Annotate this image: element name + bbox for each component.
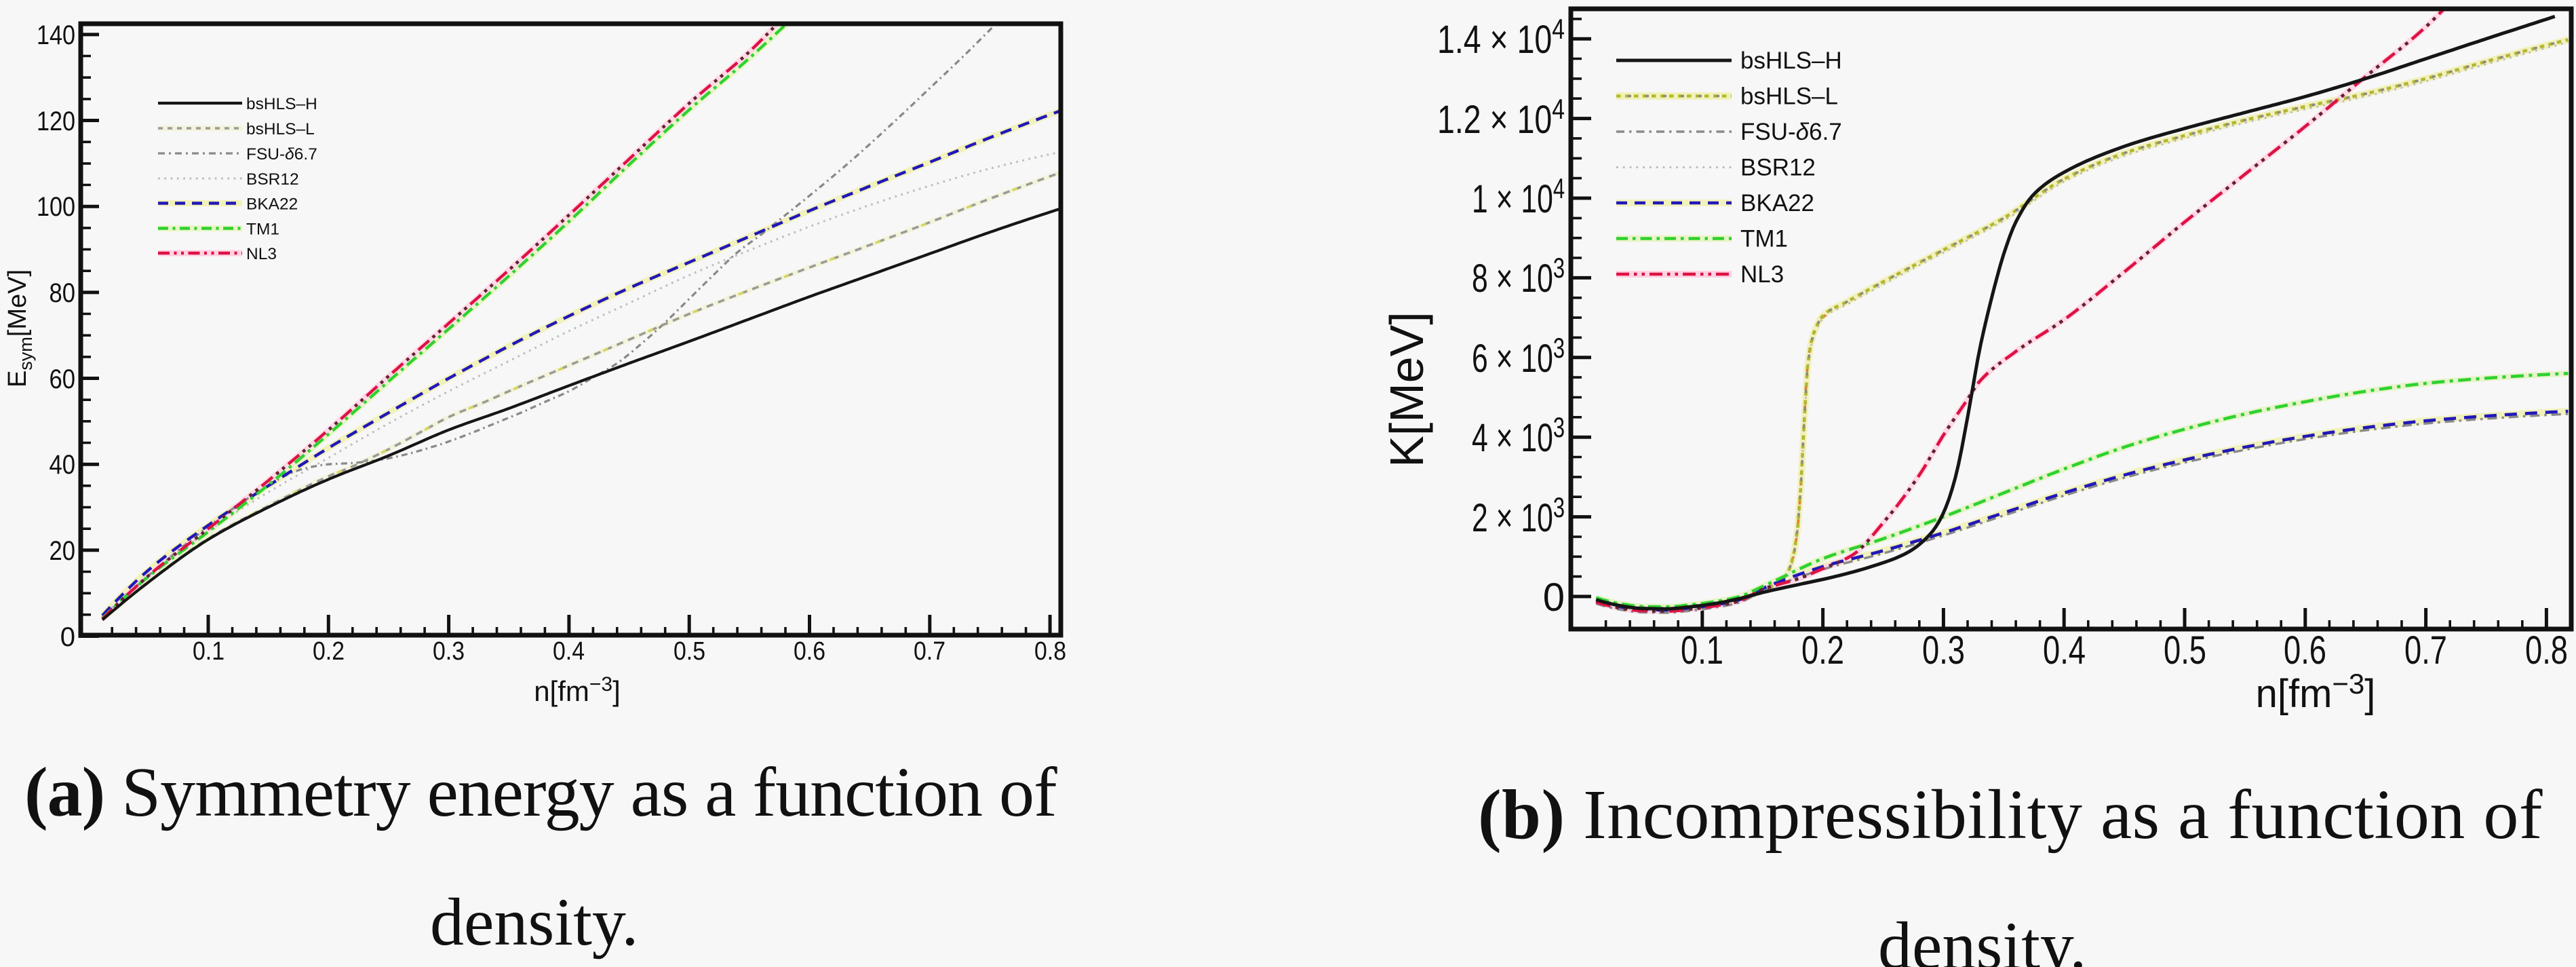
svg-text:n[fm−3]: n[fm−3]	[534, 673, 621, 707]
svg-text:0.7: 0.7	[2404, 628, 2447, 672]
svg-text:6 × 103: 6 × 103	[1472, 332, 1565, 381]
svg-text:0.3: 0.3	[433, 637, 465, 666]
svg-text:1.4 × 104: 1.4 × 104	[1437, 13, 1565, 62]
svg-text:1 × 104: 1 × 104	[1472, 172, 1565, 221]
svg-text:n[fm−3]: n[fm−3]	[2256, 668, 2376, 716]
svg-text:20: 20	[50, 536, 76, 566]
svg-text:80: 80	[50, 278, 76, 308]
svg-text:NL3: NL3	[246, 245, 277, 263]
svg-text:1.2 × 104: 1.2 × 104	[1437, 93, 1565, 142]
svg-text:K[MeV]: K[MeV]	[1380, 311, 1433, 468]
svg-text:bsHLS–L: bsHLS–L	[246, 120, 315, 138]
svg-text:40: 40	[50, 450, 76, 480]
svg-text:BKA22: BKA22	[246, 195, 298, 214]
svg-text:140: 140	[37, 20, 75, 50]
svg-text:0.1: 0.1	[1681, 628, 1723, 672]
svg-text:0: 0	[60, 622, 75, 652]
svg-text:0.6: 0.6	[2284, 628, 2326, 672]
svg-text:Esym[MeV]: Esym[MeV]	[3, 269, 36, 387]
svg-text:FSU-δ6.7: FSU-δ6.7	[1740, 119, 1842, 145]
svg-text:TM1: TM1	[246, 221, 279, 239]
svg-text:60: 60	[50, 364, 76, 394]
svg-text:100: 100	[37, 192, 75, 222]
svg-text:0.4: 0.4	[2043, 628, 2086, 672]
svg-text:8 × 103: 8 × 103	[1472, 252, 1565, 301]
svg-text:0.4: 0.4	[553, 637, 585, 666]
svg-text:0: 0	[1543, 575, 1565, 620]
svg-text:0.7: 0.7	[914, 637, 945, 666]
svg-text:0.1: 0.1	[193, 637, 225, 666]
svg-text:0.5: 0.5	[2164, 628, 2206, 672]
svg-text:0.6: 0.6	[794, 637, 825, 666]
svg-text:NL3: NL3	[1740, 261, 1784, 288]
svg-text:BSR12: BSR12	[246, 170, 299, 189]
svg-text:BSR12: BSR12	[1740, 155, 1816, 181]
svg-text:bsHLS–H: bsHLS–H	[246, 95, 317, 113]
svg-text:BKA22: BKA22	[1740, 190, 1814, 216]
svg-text:bsHLS–L: bsHLS–L	[1740, 83, 1838, 110]
svg-text:0.8: 0.8	[1034, 637, 1066, 666]
svg-text:bsHLS–H: bsHLS–H	[1740, 48, 1842, 74]
svg-text:4 × 103: 4 × 103	[1472, 411, 1565, 460]
svg-text:2 × 103: 2 × 103	[1472, 491, 1565, 540]
svg-text:0.2: 0.2	[313, 637, 345, 666]
svg-text:0.5: 0.5	[674, 637, 705, 666]
svg-text:FSU-δ6.7: FSU-δ6.7	[246, 145, 317, 164]
svg-text:120: 120	[37, 107, 75, 136]
svg-text:TM1: TM1	[1740, 226, 1788, 252]
svg-text:0.8: 0.8	[2525, 628, 2568, 672]
svg-text:0.3: 0.3	[1922, 628, 1965, 672]
svg-text:0.2: 0.2	[1801, 628, 1844, 672]
